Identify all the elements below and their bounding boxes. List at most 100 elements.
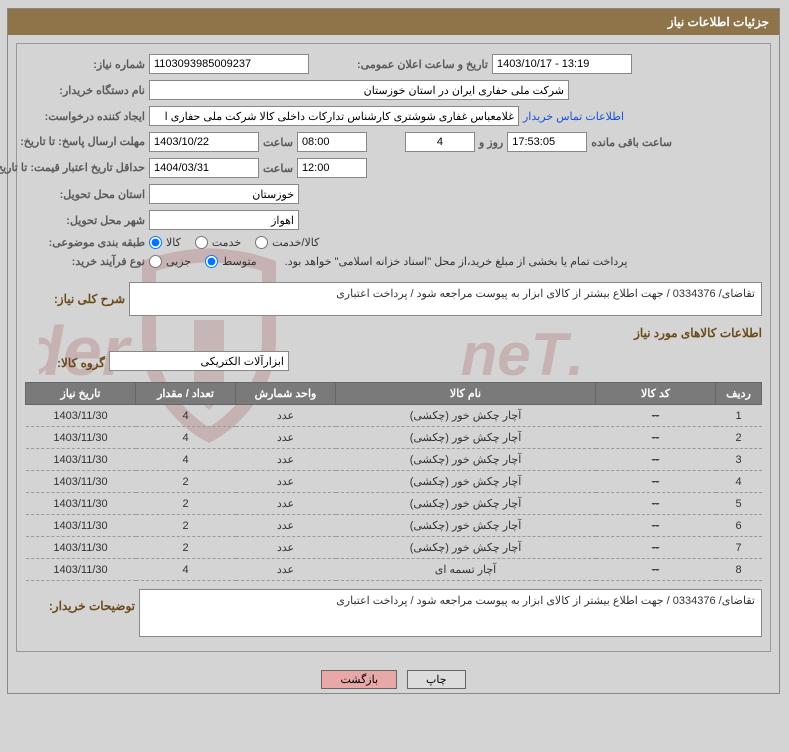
table-cell: 2 (137, 515, 237, 537)
subject-radio-group: کالا خدمت کالا/خدمت (150, 236, 320, 249)
table-cell: 4 (137, 449, 237, 471)
table-cell: 6 (717, 515, 763, 537)
table-header: واحد شمارش (237, 383, 337, 405)
table-row: 3--آچار چکش خور (چکشی)عدد41403/11/30 (27, 449, 763, 471)
table-cell: عدد (237, 449, 337, 471)
back-button[interactable]: بازگشت (322, 670, 398, 689)
ann-date-input[interactable] (493, 54, 633, 74)
label-province: استان محل تحویل: (26, 188, 146, 201)
table-cell: 4 (717, 471, 763, 493)
need-no-input[interactable] (150, 54, 310, 74)
table-header: کد کالا (597, 383, 717, 405)
panel-title: جزئیات اطلاعات نیاز (669, 15, 770, 29)
table-cell: -- (597, 515, 717, 537)
table-cell: 1403/11/30 (27, 427, 137, 449)
table-cell: -- (597, 471, 717, 493)
radio-kala-label: کالا (167, 236, 182, 249)
main-panel: جزئیات اطلاعات نیاز شماره نیاز: تاریخ و … (8, 8, 781, 694)
button-row: چاپ بازگشت (9, 660, 780, 693)
overall-desc-box: تقاضای/ 0334376 / جهت اطلاع بیشتر از کال… (130, 282, 763, 316)
overall-desc-text: تقاضای/ 0334376 / جهت اطلاع بیشتر از کال… (337, 288, 756, 300)
table-cell: 8 (717, 559, 763, 581)
table-cell: آچار چکش خور (چکشی) (337, 493, 597, 515)
radio-motavaset[interactable] (206, 255, 219, 268)
table-cell: 1403/11/30 (27, 515, 137, 537)
reply-time-input[interactable] (298, 132, 368, 152)
label-buyer-remarks: توضیحات خریدار: (26, 599, 136, 613)
requester-input[interactable] (150, 106, 520, 126)
table-cell: عدد (237, 537, 337, 559)
table-header: ردیف (717, 383, 763, 405)
table-cell: 2 (137, 537, 237, 559)
buyer-org-input[interactable] (150, 80, 570, 100)
radio-khedmat[interactable] (196, 236, 209, 249)
table-row: 8--آچار تسمه ایعدد41403/11/30 (27, 559, 763, 581)
table-cell: آچار چکش خور (چکشی) (337, 515, 597, 537)
reply-date-input[interactable] (150, 132, 260, 152)
table-cell: آچار چکش خور (چکشی) (337, 427, 597, 449)
table-header: تعداد / مقدار (137, 383, 237, 405)
province-input[interactable] (150, 184, 300, 204)
process-radio-group: جزیی متوسط (150, 255, 258, 268)
table-cell: 3 (717, 449, 763, 471)
table-cell: -- (597, 559, 717, 581)
label-item-group: گروه کالا: (26, 356, 106, 370)
radio-jozei[interactable] (150, 255, 163, 268)
table-cell: عدد (237, 515, 337, 537)
remain-time-input[interactable] (508, 132, 588, 152)
print-button[interactable]: چاپ (408, 670, 467, 689)
table-cell: آچار تسمه ای (337, 559, 597, 581)
label-ann-date: تاریخ و ساعت اعلان عمومی: (358, 58, 489, 71)
table-row: 4--آچار چکش خور (چکشی)عدد21403/11/30 (27, 471, 763, 493)
radio-khedmat-label: خدمت (213, 236, 242, 249)
table-row: 7--آچار چکش خور (چکشی)عدد21403/11/30 (27, 537, 763, 559)
table-row: 2--آچار چکش خور (چکشی)عدد41403/11/30 (27, 427, 763, 449)
table-header: تاریخ نیاز (27, 383, 137, 405)
item-group-input[interactable] (110, 351, 290, 371)
table-cell: 1403/11/30 (27, 559, 137, 581)
table-cell: آچار چکش خور (چکشی) (337, 405, 597, 427)
pay-note: پرداخت تمام یا بخشی از مبلغ خرید،از محل … (286, 255, 629, 268)
table-cell: 4 (137, 405, 237, 427)
label-remaining: ساعت باقی مانده (592, 136, 673, 149)
label-subject-class: طبقه بندی موضوعی: (26, 236, 146, 249)
table-cell: 1403/11/30 (27, 537, 137, 559)
table-cell: آچار چکش خور (چکشی) (337, 537, 597, 559)
table-row: 1--آچار چکش خور (چکشی)عدد41403/11/30 (27, 405, 763, 427)
label-requester: ایجاد کننده درخواست: (26, 110, 146, 123)
label-overall-desc: شرح کلی نیاز: (26, 292, 126, 306)
city-input[interactable] (150, 210, 300, 230)
days-input[interactable] (406, 132, 476, 152)
items-table: ردیفکد کالانام کالاواحد شمارشتعداد / مقد… (26, 382, 763, 581)
table-row: 5--آچار چکش خور (چکشی)عدد21403/11/30 (27, 493, 763, 515)
table-cell: عدد (237, 405, 337, 427)
table-cell: 2 (137, 471, 237, 493)
table-cell: 1403/11/30 (27, 471, 137, 493)
table-cell: 4 (137, 559, 237, 581)
contact-link[interactable]: اطلاعات تماس خریدار (524, 110, 625, 123)
table-cell: 2 (137, 493, 237, 515)
radio-kala[interactable] (150, 236, 163, 249)
table-cell: عدد (237, 559, 337, 581)
min-valid-date-input[interactable] (150, 158, 260, 178)
table-cell: عدد (237, 471, 337, 493)
table-cell: 1403/11/30 (27, 449, 137, 471)
label-reply-deadline: مهلت ارسال پاسخ: تا تاریخ: (26, 136, 146, 148)
label-buy-process: نوع فرآیند خرید: (26, 255, 146, 268)
table-cell: -- (597, 405, 717, 427)
radio-jozei-label: جزیی (167, 255, 192, 268)
table-cell: -- (597, 537, 717, 559)
table-row: 6--آچار چکش خور (چکشی)عدد21403/11/30 (27, 515, 763, 537)
radio-kala-khedmat-label: کالا/خدمت (273, 236, 320, 249)
label-hour-2: ساعت (264, 162, 294, 175)
table-cell: -- (597, 449, 717, 471)
radio-motavaset-label: متوسط (223, 255, 258, 268)
table-cell: 5 (717, 493, 763, 515)
table-header: نام کالا (337, 383, 597, 405)
label-hour-1: ساعت (264, 136, 294, 149)
label-buyer-org: نام دستگاه خریدار: (26, 84, 146, 97)
table-cell: عدد (237, 493, 337, 515)
min-valid-time-input[interactable] (298, 158, 368, 178)
radio-kala-khedmat[interactable] (256, 236, 269, 249)
table-cell: 4 (137, 427, 237, 449)
